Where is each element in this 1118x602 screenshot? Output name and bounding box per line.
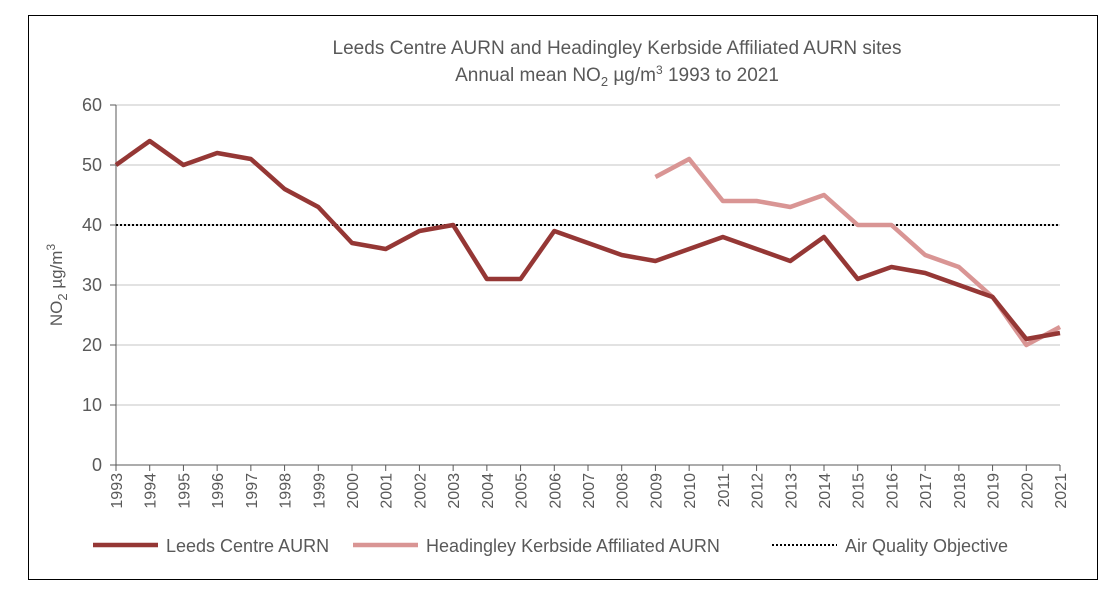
y-tick-label: 30 <box>82 275 102 295</box>
x-tick-label: 2018 <box>952 473 969 509</box>
y-tick-label: 10 <box>82 395 102 415</box>
x-tick-label: 2021 <box>1053 473 1070 509</box>
y-tick-label: 50 <box>82 155 102 175</box>
legend-label: Air Quality Objective <box>845 536 1008 556</box>
x-tick-label: 2007 <box>581 473 598 509</box>
x-tick-label: 2005 <box>514 473 531 509</box>
y-tick-label: 20 <box>82 335 102 355</box>
x-tick-label: 2000 <box>345 473 362 509</box>
x-tick-label: 1999 <box>311 473 328 509</box>
x-tick-label: 2008 <box>615 473 632 509</box>
x-tick-label: 2020 <box>1019 473 1036 509</box>
chart-title: Leeds Centre AURN and Headingley Kerbsid… <box>333 38 902 59</box>
y-tick-label: 0 <box>92 455 102 475</box>
legend-label: Leeds Centre AURN <box>166 536 329 556</box>
chart-subtitle: Annual mean NO2 µg/m3 1993 to 2021 <box>455 63 779 89</box>
x-tick-label: 2016 <box>884 473 901 509</box>
y-tick-label: 60 <box>82 95 102 115</box>
x-tick-label: 2014 <box>817 473 834 509</box>
x-tick-label: 2003 <box>446 473 463 509</box>
x-tick-label: 1994 <box>143 473 160 509</box>
series-line-leeds-centre-aurn <box>114 138 1061 342</box>
x-tick-label: 2019 <box>986 473 1003 509</box>
x-tick-label: 2006 <box>547 473 564 509</box>
x-tick-label: 1993 <box>109 473 126 509</box>
x-tick-label: 1996 <box>210 473 227 509</box>
x-tick-label: 2004 <box>480 473 497 509</box>
x-tick-label: 2002 <box>412 473 429 509</box>
x-tick-label: 2010 <box>682 473 699 509</box>
x-tick-label: 1998 <box>278 473 295 509</box>
chart-frame <box>28 15 1098 580</box>
x-tick-label: 2011 <box>716 473 733 508</box>
x-tick-label: 1997 <box>244 473 261 509</box>
legend-label: Headingley Kerbside Affiliated AURN <box>426 536 720 556</box>
x-tick-label: 2015 <box>851 473 868 509</box>
y-tick-label: 40 <box>82 215 102 235</box>
series-line-headingley-kerbside-affiliated-aurn <box>654 156 1062 348</box>
x-tick-label: 2013 <box>783 473 800 509</box>
x-tick-label: 2001 <box>379 473 396 509</box>
x-tick-label: 2009 <box>648 473 665 509</box>
x-tick-label: 2017 <box>918 473 935 509</box>
x-tick-label: 1995 <box>176 473 193 509</box>
y-axis-label: NO2 µg/m3 <box>44 244 70 327</box>
x-tick-label: 2012 <box>750 473 767 509</box>
